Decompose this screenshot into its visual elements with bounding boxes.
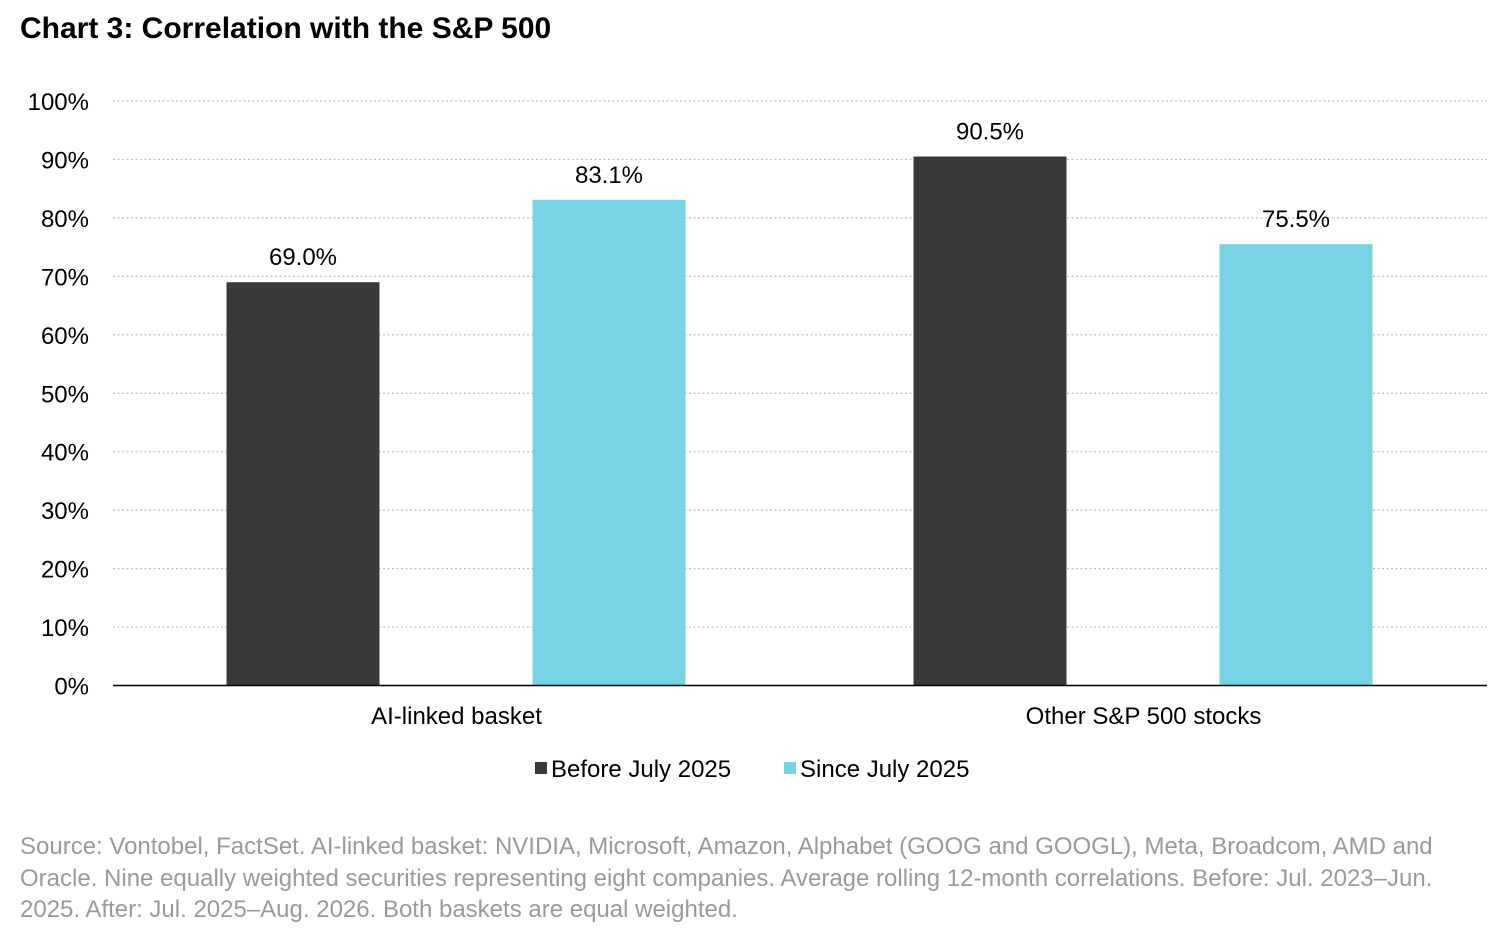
y-tick-label: 100% (28, 89, 89, 116)
bar (532, 199, 686, 686)
chart-title: Chart 3: Correlation with the S&P 500 (20, 12, 552, 45)
legend-swatch (535, 762, 547, 774)
data-label: 75.5% (1262, 206, 1330, 233)
data-label: 83.1% (575, 162, 643, 189)
data-label: 69.0% (269, 244, 337, 271)
category-label: AI-linked basket (371, 703, 542, 730)
source-note: Source: Vontobel, FactSet. AI-linked bas… (20, 833, 1433, 923)
data-labels: 69.0% 90.5% 83.1% 75.5% (269, 119, 1330, 272)
y-tick-label: 60% (41, 323, 89, 350)
bar (1219, 244, 1373, 686)
y-tick-label: 0% (54, 674, 89, 701)
legend-label: Before July 2025 (551, 756, 731, 783)
legend-label: Since July 2025 (800, 756, 969, 783)
bar (226, 282, 380, 686)
legend: Before July 2025 Since July 2025 (535, 756, 969, 783)
y-tick-label: 20% (41, 557, 89, 584)
category-labels: AI-linked basket Other S&P 500 stocks (371, 703, 1261, 730)
y-tick-label: 10% (41, 615, 89, 642)
legend-swatch (784, 762, 796, 774)
y-tick-label: 80% (41, 206, 89, 233)
y-tick-label: 50% (41, 381, 89, 408)
y-tick-label: 40% (41, 440, 89, 467)
bars (226, 156, 1373, 686)
category-label: Other S&P 500 stocks (1026, 703, 1262, 730)
y-tick-label: 70% (41, 264, 89, 291)
bar-chart: 0% 10% 20% 30% 40% 50% 60% 70% 80% 90% 100% 69.0% 9… (28, 89, 1487, 783)
y-tick-label: 30% (41, 498, 89, 525)
y-tick-label: 90% (41, 147, 89, 174)
bar (913, 156, 1067, 686)
data-label: 90.5% (956, 119, 1024, 146)
y-axis-ticks: 0% 10% 20% 30% 40% 50% 60% 70% 80% 90% 100% (28, 89, 89, 701)
